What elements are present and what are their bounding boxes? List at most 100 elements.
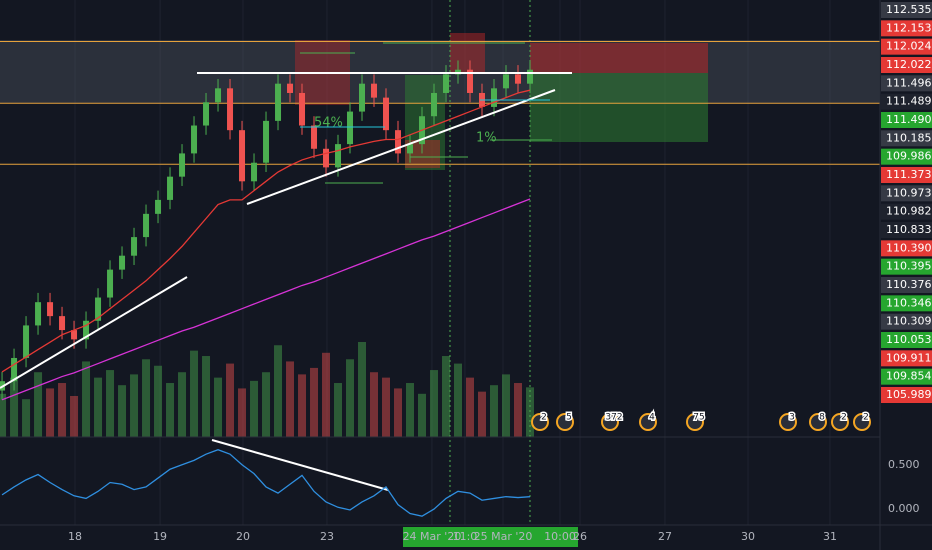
candle-body (35, 302, 42, 326)
volume-bar (465, 377, 474, 437)
volume-bar (106, 370, 115, 437)
candle-body (215, 88, 222, 103)
event-count: 2 (863, 413, 869, 423)
fib-marks (300, 42, 552, 184)
x-tick-label: 26 (573, 530, 587, 543)
candles (0, 60, 533, 400)
event-icon (779, 413, 797, 431)
volume-bar (286, 361, 295, 437)
volume-bar (22, 399, 31, 437)
event-count: 4 (649, 413, 655, 423)
volume-bar (430, 370, 439, 437)
event-icon (809, 413, 827, 431)
event-icon (853, 413, 871, 431)
candle-body (490, 88, 497, 107)
price-label-bg (881, 20, 932, 37)
candle-body (287, 83, 294, 93)
price-label: 111.373 (886, 168, 932, 181)
price-label: 111.496 (886, 76, 932, 89)
candle-body (311, 125, 318, 149)
price-label: 112.022 (886, 58, 932, 71)
volume-bar (250, 380, 259, 437)
price-label-bg (881, 38, 932, 55)
moving-averages (1, 89, 531, 401)
candle-body (335, 144, 342, 168)
volume-bar (94, 377, 103, 437)
price-label: 110.395 (886, 260, 932, 273)
volume-bar (0, 393, 7, 437)
event-icon (556, 413, 574, 431)
volume-bar (262, 372, 271, 437)
moving-average (1, 198, 531, 401)
volume-bar (418, 393, 427, 437)
volume-bar (154, 365, 163, 437)
annotation: 1% (476, 131, 497, 146)
volume-bar (525, 387, 534, 437)
volume-bar (34, 372, 43, 437)
price-label: 112.153 (886, 21, 932, 34)
osc-tick-label: 0.000 (888, 502, 920, 515)
volume-bar (334, 383, 343, 437)
candle-body (359, 83, 366, 112)
candle-body (263, 120, 270, 163)
volume-bar (226, 363, 235, 437)
x-tick-label: 10:00 (544, 530, 576, 543)
volume-bar (370, 372, 379, 437)
price-label-bg (881, 387, 932, 403)
volume-bar (130, 374, 139, 437)
price-label-bg (881, 112, 932, 128)
candle-body (23, 325, 30, 358)
event-icon (601, 413, 619, 431)
price-label: 110.053 (886, 333, 932, 346)
volume-bar (58, 383, 67, 437)
divergence-line (211, 439, 389, 491)
volume-bar (274, 345, 283, 437)
price-label: 110.309 (886, 315, 932, 328)
event-count: 3 (789, 413, 795, 423)
price-label-bg (881, 332, 932, 348)
x-tick-label: 30 (741, 530, 755, 543)
event-count: 2 (541, 413, 547, 423)
event-icon (686, 413, 704, 431)
price-label-bg (881, 295, 932, 312)
event-icon (531, 413, 549, 431)
price-label: 109.986 (886, 150, 932, 163)
price-label-bg (881, 75, 932, 92)
reward-box (530, 73, 708, 142)
risk-box (450, 33, 485, 73)
volume-bar (501, 374, 510, 437)
price-label: 110.390 (886, 241, 932, 254)
event-count: 372 (605, 413, 622, 423)
volume-bar (358, 342, 367, 437)
candle-body (251, 162, 258, 182)
candle-body (155, 199, 162, 214)
candle-body (299, 92, 306, 126)
moving-average (1, 89, 531, 373)
candle-body (119, 255, 126, 270)
price-label: 111.489 (886, 95, 932, 108)
price-label-bg (881, 2, 932, 18)
event-icon (831, 413, 849, 431)
candle-body (395, 130, 402, 154)
volume-bar (453, 363, 462, 437)
volume (0, 342, 534, 437)
price-label-bg (881, 277, 932, 293)
volume-bar (166, 383, 175, 437)
price-label: 109.911 (886, 351, 932, 364)
volume-bar (10, 377, 19, 437)
price-label: 110.346 (886, 296, 932, 309)
x-tick-label: 27 (658, 530, 672, 543)
osc-line (1, 449, 531, 517)
price-label-bg (881, 258, 932, 275)
price-axis (880, 0, 932, 550)
osc-tick-label: 0.500 (888, 458, 920, 471)
candle-body (323, 148, 330, 168)
price-label: 110.982 (886, 205, 932, 218)
price-label-bg (881, 148, 932, 165)
price-label-bg (881, 167, 932, 183)
price-label-bg (881, 350, 932, 367)
candle-body (203, 102, 210, 126)
price-label-bg (881, 368, 932, 385)
